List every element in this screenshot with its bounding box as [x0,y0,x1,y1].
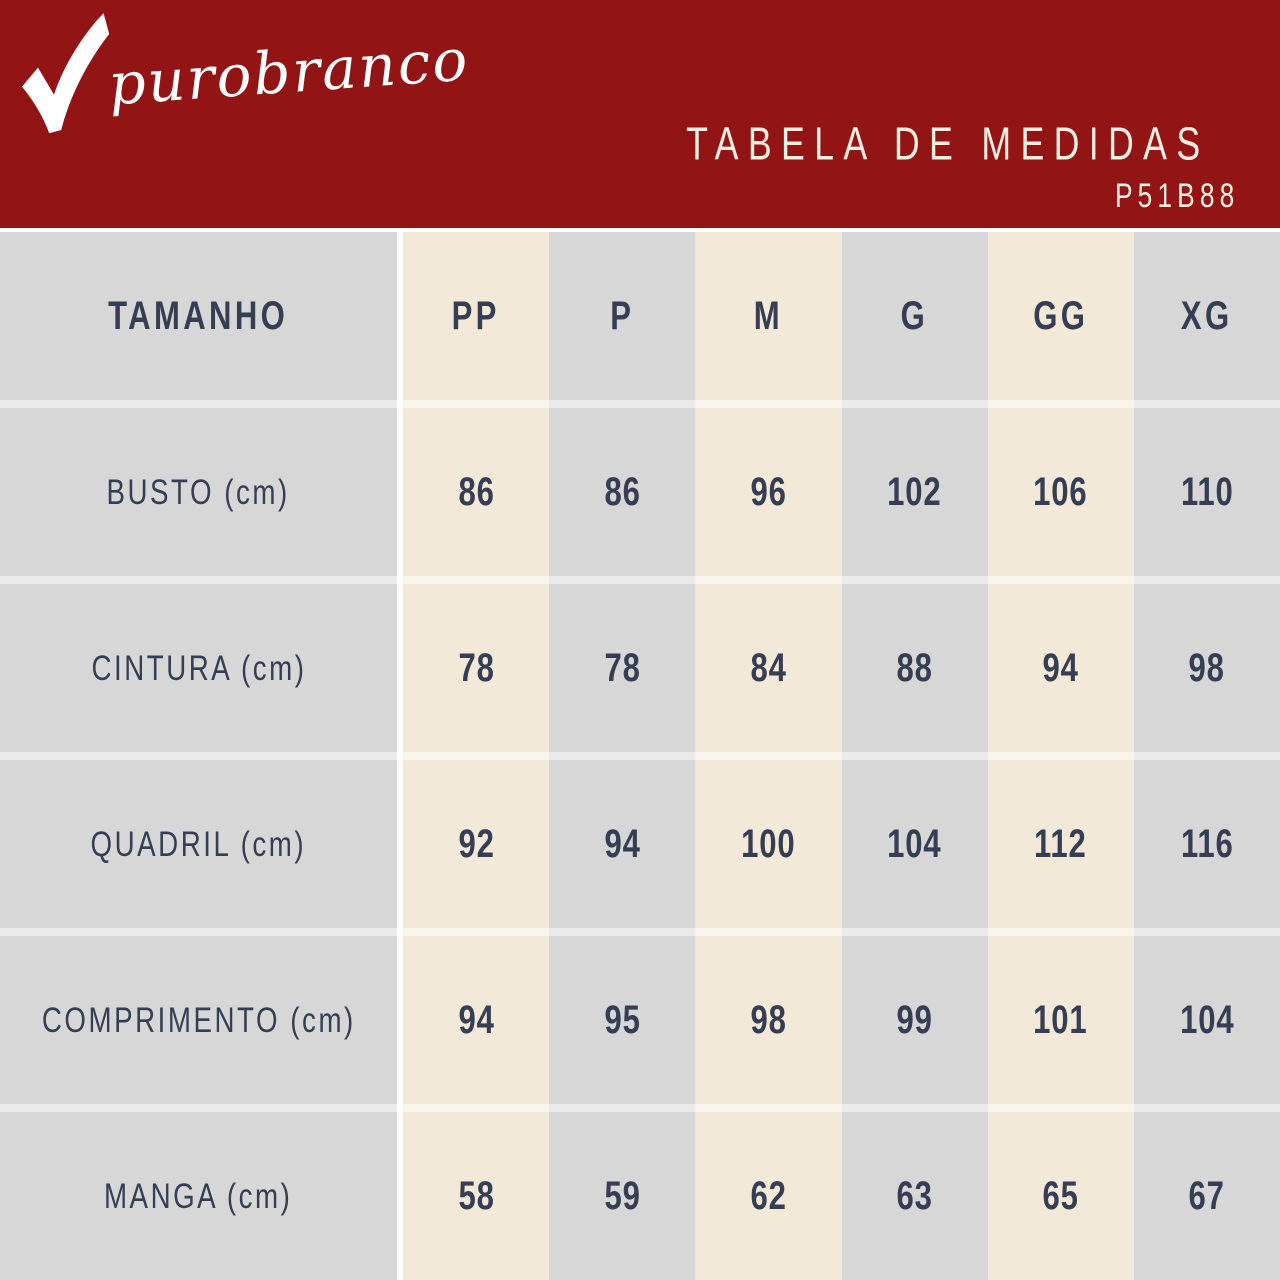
cell-value-text: 95 [604,997,641,1042]
cell-value: 112 [988,760,1134,928]
row-gap-5 [0,1104,1280,1112]
corner-header-tamanho-text: TAMANHO [108,293,289,338]
cell-value-text: 102 [887,469,942,514]
cell-value: 86 [549,408,695,576]
cell-value: 59 [549,1112,695,1280]
cell-value: 116 [1134,760,1280,928]
product-code: P51B88 [1114,176,1240,215]
cell-value-text: 88 [896,645,933,690]
cell-value-text: 86 [457,469,495,514]
cell-value: 84 [695,584,841,752]
header-banner: purobranco TABELA DE MEDIDAS P51B88 [0,0,1280,228]
column-header-m: M [695,232,841,400]
cell-value: 95 [549,936,695,1104]
cell-value-text: 86 [604,469,641,514]
cell-value-text: 65 [1042,1173,1079,1218]
cell-value-text: 101 [1033,997,1088,1042]
cell-value-text: 78 [604,645,641,690]
cell-value: 65 [988,1112,1134,1280]
cell-value-text: 98 [1188,645,1226,690]
cell-value-text: 63 [896,1173,933,1218]
row-label: CINTURA (cm) [0,584,397,752]
cell-value-text: 62 [750,1173,787,1218]
cell-value-text: 94 [1042,645,1079,690]
cell-value-text: 104 [1179,997,1235,1042]
cell-value-text: 106 [1033,469,1088,514]
cell-value: 99 [842,936,988,1104]
column-header-g: G [842,232,988,400]
column-header-pp-text: PP [451,293,501,338]
cell-value: 86 [403,408,549,576]
cell-value: 106 [988,408,1134,576]
cell-value: 110 [1134,408,1280,576]
cell-value: 104 [842,760,988,928]
cell-value-text: 99 [896,997,933,1042]
cell-value-text: 96 [750,469,787,514]
cell-value: 94 [403,936,549,1104]
column-header-xg-text: XG [1181,293,1233,338]
page-title: TABELA DE MEDIDAS [686,117,1210,170]
cell-value-text: 116 [1180,821,1234,866]
cell-value-text: 94 [457,997,495,1042]
column-header-m-text: M [753,293,784,338]
cell-value-text: 98 [750,997,787,1042]
cell-value: 67 [1134,1112,1280,1280]
row-gap-3 [0,752,1280,760]
cell-value: 58 [403,1112,549,1280]
cell-value-text: 92 [457,821,495,866]
row-label-text: MANGA (cm) [104,1175,293,1216]
row-label: COMPRIMENTO (cm) [0,936,397,1104]
column-header-gg: GG [988,232,1134,400]
brand-logo: purobranco [14,10,472,138]
cell-value: 63 [842,1112,988,1280]
cell-value: 98 [695,936,841,1104]
row-label-text: CINTURA (cm) [90,647,307,688]
column-header-p: P [549,232,695,400]
cell-value-text: 110 [1180,469,1234,514]
cell-value: 96 [695,408,841,576]
cell-value-text: 59 [604,1173,641,1218]
row-label: QUADRIL (cm) [0,760,397,928]
cell-value-text: 67 [1188,1173,1226,1218]
row-gap-4 [0,928,1280,936]
cell-value-text: 58 [457,1173,495,1218]
table-grid: TAMANHO PP P M G GG XG BUSTO (cm) 86 86 96 102 106 11… [0,232,1280,1280]
row-label-text: COMPRIMENTO (cm) [41,999,356,1040]
cell-value-text: 100 [741,821,796,866]
cell-value: 94 [549,760,695,928]
cell-value: 102 [842,408,988,576]
cell-value: 94 [988,584,1134,752]
column-header-g-text: G [900,293,929,338]
column-header-xg: XG [1134,232,1280,400]
row-label-text: BUSTO (cm) [106,471,291,512]
cell-value: 88 [842,584,988,752]
cell-value: 100 [695,760,841,928]
cell-value-text: 112 [1034,821,1088,866]
row-gap-1 [0,400,1280,408]
checkmark-icon [14,10,118,138]
cell-value: 98 [1134,584,1280,752]
brand-name: purobranco [106,25,472,119]
row-label: MANGA (cm) [0,1112,397,1280]
cell-value-text: 104 [887,821,942,866]
column-header-p-text: P [610,293,635,338]
column-header-pp: PP [403,232,549,400]
cell-value-text: 84 [750,645,787,690]
cell-value: 92 [403,760,549,928]
column-header-gg-text: GG [1033,293,1089,338]
cell-value: 101 [988,936,1134,1104]
cell-value-text: 78 [457,645,495,690]
cell-value: 78 [403,584,549,752]
cell-value: 62 [695,1112,841,1280]
cell-value-text: 94 [604,821,641,866]
cell-value: 104 [1134,936,1280,1104]
row-label: BUSTO (cm) [0,408,397,576]
row-gap-2 [0,576,1280,584]
cell-value: 78 [549,584,695,752]
row-label-text: QUADRIL (cm) [90,823,307,864]
corner-header-tamanho: TAMANHO [0,232,397,400]
